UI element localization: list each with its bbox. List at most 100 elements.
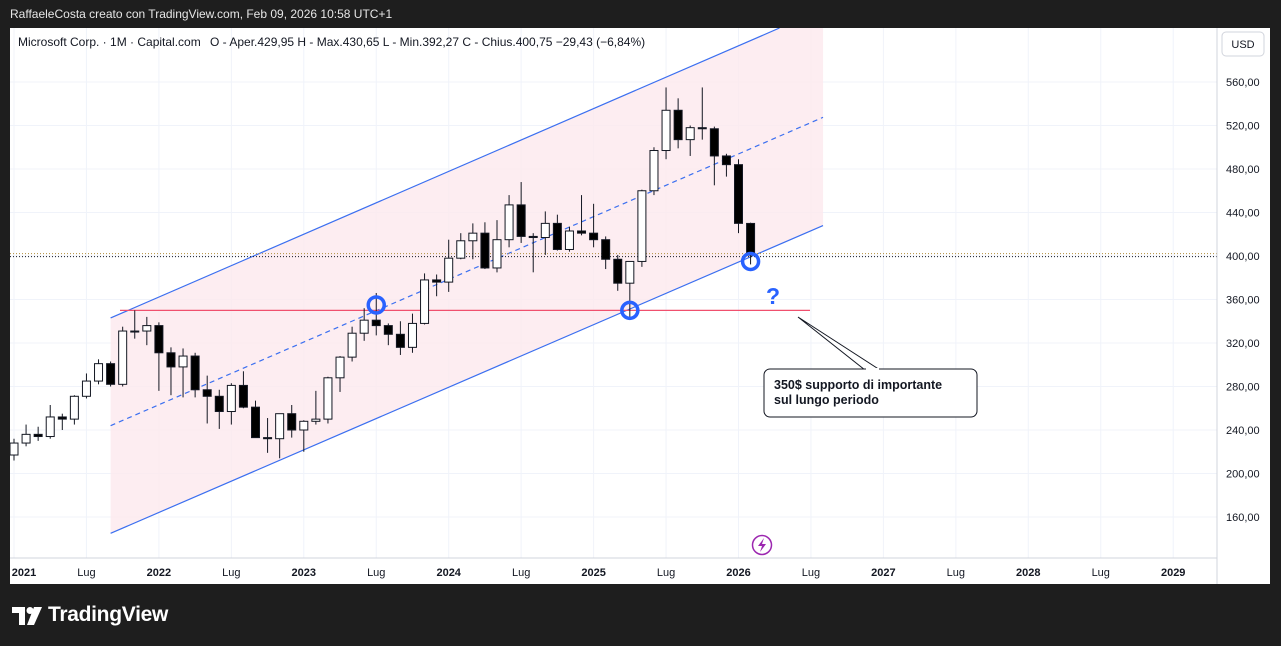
candle[interactable] [407,313,417,353]
candle-body-up [335,356,345,379]
candle[interactable] [468,223,478,260]
candle[interactable] [540,211,550,255]
candle[interactable] [10,438,19,461]
x-tick-label: Lug [1092,567,1110,579]
legend-ohlc: O - Aper.429,95 H - Max.430,65 L - Min.3… [210,35,645,49]
channel-lower-line[interactable] [110,224,824,534]
x-tick-label: Lug [367,567,385,579]
candle[interactable] [601,236,611,270]
circle-marker[interactable] [620,300,640,321]
candle[interactable] [323,376,333,424]
candle-body-up [69,395,79,420]
candle[interactable] [649,147,659,196]
candle-body-up [359,319,369,334]
circle-marker[interactable] [366,295,386,315]
candle[interactable] [552,214,562,251]
candle-body-up [649,150,659,192]
candle-body-up [311,418,321,422]
candle[interactable] [516,182,526,243]
candle[interactable] [685,125,695,156]
candle[interactable] [57,413,67,430]
candle-body-up [45,416,55,438]
candle[interactable] [251,400,260,439]
candle[interactable] [697,87,707,140]
candle[interactable] [94,359,104,385]
candle[interactable] [504,195,514,248]
candle[interactable] [166,347,176,396]
candle[interactable] [154,322,164,391]
candle[interactable] [21,424,31,447]
candle[interactable] [202,375,212,424]
candle[interactable] [721,153,731,177]
candle[interactable] [420,273,430,325]
candle[interactable] [383,323,393,346]
candle-body-down [552,222,562,250]
candle[interactable] [564,226,574,252]
candle[interactable] [480,222,490,270]
candle[interactable] [673,98,683,149]
candle[interactable] [335,356,345,392]
candle[interactable] [33,426,43,441]
candle[interactable] [238,371,248,409]
candle-body-down [613,258,623,284]
candle[interactable] [577,195,587,236]
candle[interactable] [444,239,454,292]
event-icon[interactable] [751,534,773,556]
candle[interactable] [432,274,442,297]
x-axis[interactable]: 2021 Lug 2022 Lug 2023 Lug 2024 Lug 2025 Lug 2026 L… [10,557,1217,579]
candle[interactable] [637,189,647,267]
y-tick-label: 360,00 [1226,295,1260,307]
y-axis[interactable]: 160,00 200,00 240,00 280,00 320,00 360,00 400,… [1216,28,1260,584]
candle[interactable] [106,361,116,387]
candle-body-up [275,413,285,440]
candle[interactable] [311,390,321,425]
candle-body-up [118,330,128,385]
candle[interactable] [395,321,405,355]
channel-upper-line[interactable] [110,28,780,319]
candle-body-up [21,433,31,444]
candle-body-down [154,325,164,354]
candle[interactable] [275,413,285,459]
candle[interactable] [456,233,466,260]
candle-body-down [190,355,200,391]
price-chart[interactable]: ? 350$ supporto di importante sul lungo … [10,28,1270,584]
y-tick-label: 560,00 [1226,77,1260,89]
candle[interactable] [589,203,599,248]
circle-marker[interactable] [740,251,761,272]
candle[interactable] [287,404,297,438]
candle[interactable] [625,260,635,317]
candle-body-up [81,380,91,397]
candle[interactable] [734,159,743,234]
candle-body-down [577,230,587,234]
candle-body-down [709,128,719,157]
candle[interactable] [528,233,538,273]
candle[interactable] [130,310,140,339]
candle[interactable] [263,418,273,453]
candle[interactable] [299,420,309,452]
candle[interactable] [661,87,671,160]
candle[interactable] [81,373,91,399]
candle-body-down [287,413,297,431]
candle[interactable] [142,316,152,346]
candle[interactable] [214,389,224,429]
candle[interactable] [69,395,79,425]
candle[interactable] [45,404,55,439]
candle[interactable] [118,326,128,387]
circle-markers [366,251,761,321]
candle-body-down [589,232,599,241]
x-tick-label: 2028 [1016,567,1040,579]
candle[interactable] [190,352,200,398]
candle[interactable] [613,254,623,291]
candle[interactable] [709,126,719,186]
candle-body-down [697,127,707,130]
candle[interactable] [492,220,502,273]
candle-body-down [432,279,442,283]
candle[interactable] [226,383,236,425]
candle-body-up [347,332,357,358]
candle[interactable] [178,348,188,398]
candle[interactable] [347,326,357,362]
x-tick-label: 2021 [12,567,36,579]
channel-median-line[interactable] [110,116,824,427]
candle[interactable] [359,308,369,341]
currency-button[interactable]: USD [1221,31,1265,57]
